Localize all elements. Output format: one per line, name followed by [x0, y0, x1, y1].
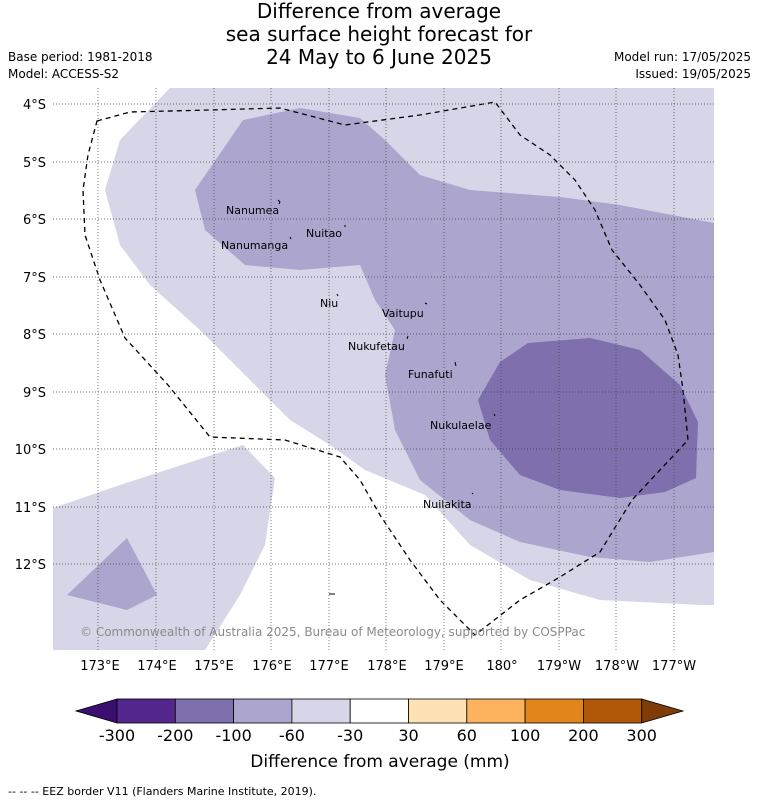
lat-label: 11°S: [15, 501, 46, 516]
colorbar-cell: [524, 698, 584, 724]
colorbar-tick: -60: [279, 726, 305, 745]
lat-label: 12°S: [15, 558, 46, 573]
lat-label: 5°S: [23, 156, 46, 171]
lat-label: 10°S: [15, 443, 46, 458]
lon-label: 178°W: [595, 659, 639, 674]
island-label-nukufetau: Nukufetau: [348, 340, 405, 353]
lat-label: 8°S: [23, 328, 46, 343]
colorbar-cell: [583, 698, 643, 724]
island-label-nuilakita: Nuilakita: [423, 498, 472, 511]
longitude-labels: 173°E 174°E 175°E 176°E 177°E 178°E 179°…: [80, 659, 696, 674]
colorbar-tick: -300: [99, 726, 135, 745]
colorbar-cell: [466, 698, 526, 724]
lon-label: 176°E: [252, 659, 292, 674]
colorbar-ticks: -300 -200 -100 -60 -30 30 60 100 200 300: [99, 726, 657, 745]
colorbar-extend-low: [74, 698, 118, 724]
base-period-text: Base period: 1981-2018: [8, 50, 153, 64]
island-label-nanumea: Nanumea: [226, 204, 279, 217]
colorbar-cell: [349, 698, 409, 724]
island-label-vaitupu: Vaitupu: [382, 307, 424, 320]
anomaly-region-light-sw: [53, 445, 275, 650]
lon-label: 177°E: [309, 659, 349, 674]
title-line-1: Difference from average: [256, 0, 502, 23]
island-markers: [277, 199, 496, 595]
anomaly-region-dark: [478, 338, 698, 498]
title-line-2: sea surface height forecast for: [225, 22, 533, 46]
island-label-nanumanga: Nanumanga: [221, 239, 288, 252]
lat-label: 9°S: [23, 386, 46, 401]
map-area: Nanumea Nuitao Nanumanga Niu Vaitupu Nuk…: [53, 88, 714, 650]
colorbar-tick: -30: [337, 726, 363, 745]
lat-label: 7°S: [23, 271, 46, 286]
meta-left: Base period: 1981-2018 Model: ACCESS-S2: [8, 49, 153, 83]
island-label-nukulaelae: Nukulaelae: [430, 419, 492, 432]
lat-label: 4°S: [23, 98, 46, 113]
lon-label: 179°E: [424, 659, 464, 674]
model-text: Model: ACCESS-S2: [8, 67, 120, 81]
chart-title: Difference from average sea surface heig…: [0, 0, 758, 69]
lon-label: 174°E: [137, 659, 177, 674]
island-label-nuitao: Nuitao: [306, 227, 342, 240]
colorbar-cell: [174, 698, 235, 724]
latitude-labels: 4°S 5°S 6°S 7°S 8°S 9°S 10°S 11°S 12°S: [15, 98, 46, 573]
colorbar-cell: [408, 698, 468, 724]
island-labels: Nanumea Nuitao Nanumanga Niu Vaitupu Nuk…: [221, 204, 492, 511]
model-run-text: Model run: 17/05/2025: [613, 50, 751, 64]
anomaly-region-medium-sw: [67, 538, 157, 610]
colorbar-cell: [116, 698, 176, 724]
eez-border: [82, 101, 689, 636]
lat-label: 6°S: [23, 213, 46, 228]
lon-label: 178°E: [367, 659, 407, 674]
colorbar-tick: 60: [457, 726, 477, 745]
island-label-niu: Niu: [320, 297, 338, 310]
meta-right: Model run: 17/05/2025 Issued: 19/05/2025: [614, 49, 751, 83]
lon-label: 180°: [486, 659, 517, 674]
colorbar-tick: 300: [626, 726, 657, 745]
colorbar-label: Difference from average (mm): [250, 752, 509, 772]
colorbar-extend-high: [641, 698, 685, 724]
copyright-text: © Commonwealth of Australia 2025, Bureau…: [80, 625, 585, 639]
colorbar-tick: -200: [157, 726, 193, 745]
colorbar-cell: [233, 698, 293, 724]
lon-label: 179°W: [537, 659, 581, 674]
colorbar-tick: 30: [398, 726, 418, 745]
issued-text: Issued: 19/05/2025: [635, 67, 751, 81]
colorbar-cell: [291, 698, 351, 724]
colorbar-tick: 100: [510, 726, 541, 745]
colorbar: [74, 698, 685, 724]
lon-label: 175°E: [194, 659, 234, 674]
colorbar-tick: 200: [568, 726, 599, 745]
lon-label: 177°W: [652, 659, 696, 674]
colorbar-tick: -100: [215, 726, 251, 745]
gridlines: [53, 88, 714, 650]
eez-footer-note: -- -- -- EEZ border V11 (Flanders Marine…: [8, 785, 317, 798]
island-label-funafuti: Funafuti: [408, 368, 453, 381]
title-line-3: 24 May to 6 June 2025: [266, 45, 492, 69]
lon-label: 173°E: [80, 659, 120, 674]
